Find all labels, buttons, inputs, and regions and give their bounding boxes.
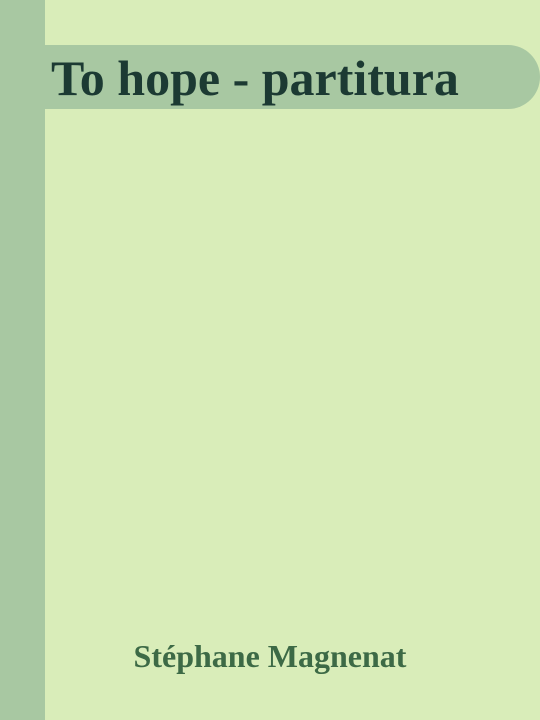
book-title: To hope - partitura (51, 50, 459, 106)
cover-spine (0, 0, 45, 720)
book-author: Stéphane Magnenat (133, 638, 407, 674)
title-band (45, 45, 540, 109)
